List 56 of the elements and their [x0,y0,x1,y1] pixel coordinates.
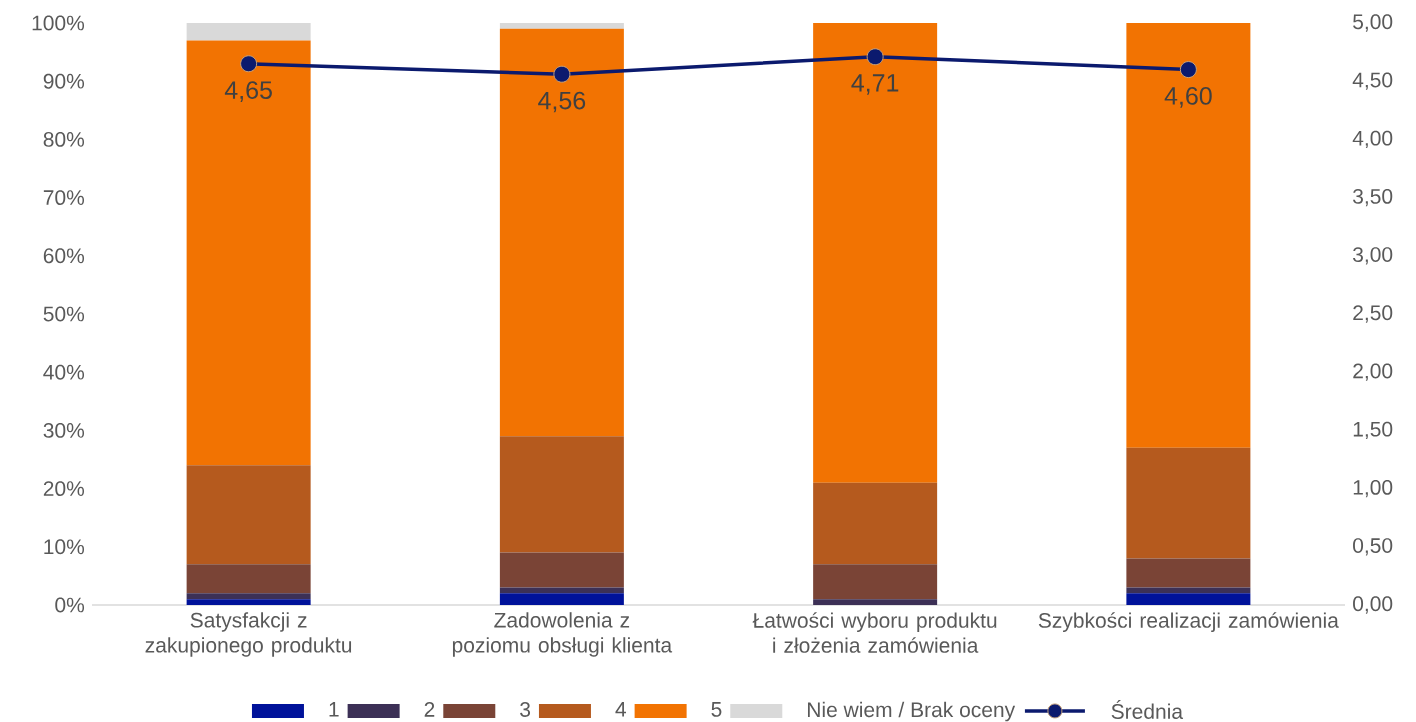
data-label: 4,71 [851,74,899,95]
legend-label: 1 [329,702,339,717]
bar [499,22,624,29]
data-label: 4,56 [538,91,586,113]
y-tick-label: 30% [43,422,85,438]
bar [186,599,311,605]
bar [1126,558,1251,588]
y-tick-label: 0% [55,597,85,613]
y-tick-label: 70% [43,190,85,206]
bar [1126,593,1251,605]
y-tick-label: 10% [44,539,85,555]
bar [499,436,624,553]
y2-tick-label: 1,00 [1353,479,1393,498]
y2-tick-label: 1,50 [1353,421,1393,440]
y2-tick-label: 0,50 [1353,538,1393,556]
bar [1126,447,1251,559]
bar [813,599,938,605]
y2-tick-label: 3,00 [1353,247,1393,265]
y2-tick-label: 3,50 [1353,188,1393,207]
legend-label: Średnia [1111,699,1184,719]
data-label: 4,60 [1164,87,1212,108]
bar [499,593,624,605]
y2-tick-label: 2,50 [1353,305,1393,323]
y-tick-label: 80% [43,131,85,147]
y-tick-label: 40% [43,364,85,380]
legend-label: Nie wiem / Brak oceny [807,701,1016,722]
y-tick-label: 50% [43,306,85,322]
y-tick-label: 60% [43,248,85,264]
bar [186,40,311,466]
bar [499,552,624,588]
bar [186,465,311,565]
legend-label: 4 [615,702,627,717]
bar [813,22,938,483]
y2-tick-label: 4,50 [1352,72,1393,90]
y2-tick-label: 2,00 [1353,363,1393,381]
y2-tick-label: 5,00 [1353,14,1393,32]
data-label: 4,65 [224,81,272,102]
bar [186,593,311,600]
bar [813,564,938,600]
x-tick-label: Satysfakcji z zakupionego produktu [145,612,352,657]
bar [499,28,624,437]
y-tick-label: 20% [43,481,85,497]
bar [1126,22,1251,448]
y-tick-label: 100% [32,15,85,31]
x-tick-label: Szybkości realizacji zamówienia [1038,612,1339,633]
bar [186,564,311,594]
legend-label: 2 [424,702,435,717]
y-tick-label: 90% [43,73,85,89]
x-tick-label: Zadowolenia z poziomu obsługi klienta [452,612,673,657]
bar [813,482,938,565]
y2-tick-label: 0,00 [1353,596,1393,614]
x-tick-label: Łatwości wyboru produktu i złożenia zamówienia [752,612,997,653]
legend-label: 3 [520,702,531,717]
legend-label: 5 [711,702,722,717]
y2-tick-label: 4,00 [1352,130,1393,149]
bar [186,22,311,41]
